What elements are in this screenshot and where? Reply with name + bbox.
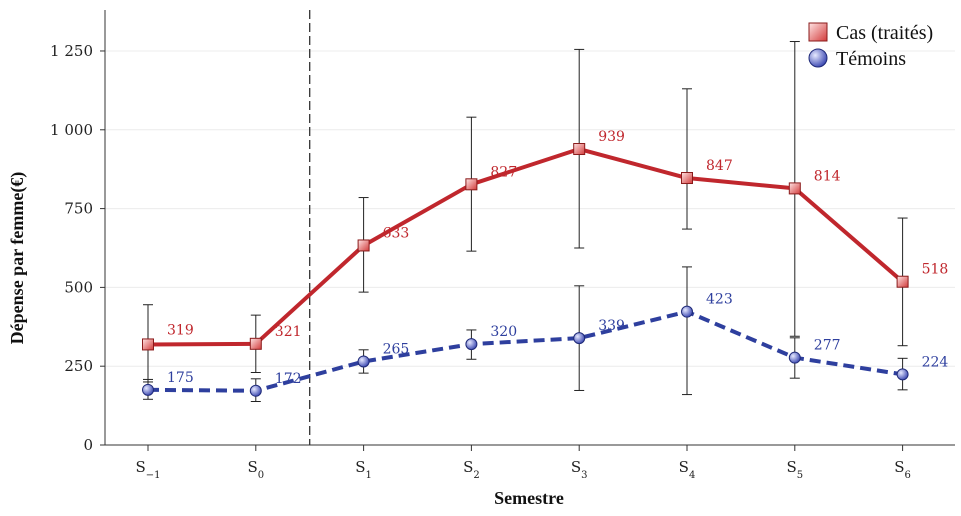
y-tick-label: 750 — [64, 200, 93, 218]
data-label: 814 — [814, 168, 841, 184]
legend: Cas (traités) Témoins — [808, 22, 933, 70]
data-label: 277 — [814, 338, 841, 354]
point-marker — [896, 368, 909, 381]
point-marker — [681, 305, 693, 318]
y-tick-label: 1 250 — [50, 42, 93, 60]
point-marker — [788, 351, 801, 364]
series-markers — [142, 143, 909, 397]
y-tick-labels: 0 250 500 750 1 000 1 250 — [50, 42, 93, 454]
point-marker — [465, 178, 478, 191]
data-label: 265 — [383, 341, 410, 357]
legend-swatch-cas — [808, 22, 828, 42]
point-marker — [573, 143, 586, 156]
y-axis-title: Dépense par femme(€) — [7, 172, 28, 345]
data-label: 319 — [167, 322, 194, 338]
point-marker — [249, 384, 262, 397]
point-marker — [142, 383, 154, 396]
data-label: 633 — [383, 225, 410, 241]
point-marker — [573, 332, 586, 345]
x-axis-title: Semestre — [494, 488, 564, 508]
point-marker — [681, 172, 693, 185]
point-marker — [357, 355, 370, 368]
legend-label: Cas (traités) — [836, 22, 933, 44]
y-tick-label: 250 — [64, 357, 93, 375]
legend-swatch-temoins — [808, 48, 828, 68]
y-tick-label: 0 — [83, 436, 93, 454]
x-tick-label: S0 — [247, 458, 264, 481]
x-tick-labels: S−1 S0 S1 S2 S3 S4 S5 S6 — [135, 458, 910, 481]
point-marker — [465, 338, 478, 351]
x-tick-label: S4 — [679, 458, 696, 481]
series-lines — [147, 147, 904, 393]
point-marker — [142, 338, 154, 351]
x-tick-label: S1 — [355, 458, 372, 481]
data-label: 518 — [922, 262, 949, 278]
x-tick-label: S2 — [463, 458, 480, 481]
data-label: 827 — [490, 164, 517, 180]
axes — [100, 10, 955, 451]
point-marker — [249, 337, 262, 350]
data-label: 172 — [275, 371, 302, 387]
x-tick-label: S5 — [786, 458, 803, 481]
data-label: 320 — [490, 324, 517, 340]
data-label: 175 — [167, 370, 194, 386]
point-marker — [896, 275, 909, 288]
data-label: 321 — [275, 324, 302, 340]
series-line-temoins — [147, 309, 903, 393]
data-label: 939 — [598, 129, 625, 145]
series-line-cas — [147, 147, 904, 347]
y-tick-label: 1 000 — [50, 121, 93, 139]
grid-lines — [105, 50, 955, 367]
data-label: 339 — [598, 318, 625, 334]
data-label: 423 — [706, 292, 733, 308]
data-label: 224 — [922, 354, 949, 370]
legend-label: Témoins — [836, 48, 906, 70]
point-marker — [788, 182, 801, 195]
x-tick-label: S3 — [571, 458, 588, 481]
data-label: 847 — [706, 158, 733, 174]
y-tick-label: 500 — [64, 278, 93, 296]
data-labels: 319 321 633 827 939 847 814 518 175 172 265 320 339 4… — [167, 129, 948, 387]
x-tick-label: S6 — [894, 458, 911, 481]
x-tick-label: S−1 — [135, 458, 160, 481]
point-marker — [357, 239, 370, 252]
